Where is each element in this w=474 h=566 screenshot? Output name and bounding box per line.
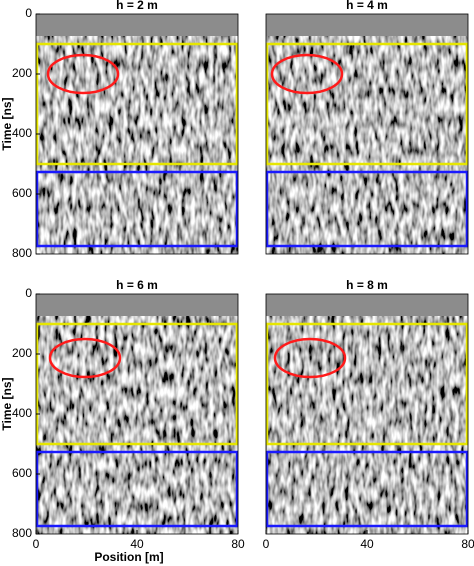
- red-ellipse: [270, 53, 344, 95]
- panel-title: h = 2 m: [116, 0, 158, 12]
- y-tick-label: 400: [12, 126, 32, 140]
- x-tick-label: 80: [461, 537, 474, 551]
- x-tick-label: 80: [231, 537, 245, 551]
- y-axis-label: Time [ns]: [0, 97, 14, 150]
- x-tick-label: 40: [360, 537, 374, 551]
- panel-title: h = 6 m: [116, 278, 158, 292]
- yellow-box: [265, 42, 469, 166]
- radargram: [266, 14, 468, 254]
- panel: h = 6 m 0 200 400 600 800 Time [ns] 0 40 80 Positi…: [0, 278, 245, 564]
- yellow-box: [35, 322, 239, 446]
- air-band: [266, 14, 468, 36]
- yellow-box: [265, 322, 469, 446]
- air-band: [266, 294, 468, 316]
- panel: h = 8 m 0 40 80: [263, 278, 474, 551]
- panel-title: h = 8 m: [346, 278, 388, 292]
- blue-box: [35, 170, 239, 248]
- y-tick-label: 200: [12, 66, 32, 80]
- y-tick-label: 600: [12, 186, 32, 200]
- y-axis-label: Time [ns]: [0, 377, 14, 430]
- frame: [265, 13, 469, 255]
- y-tick-label: 600: [12, 466, 32, 480]
- radargram: [36, 294, 238, 534]
- air-band: [36, 294, 238, 316]
- y-tick-label: 0: [25, 6, 32, 20]
- blue-box: [265, 170, 469, 248]
- y-tick-label: 800: [12, 526, 32, 540]
- y-tick-label: 200: [12, 346, 32, 360]
- panel: h = 4 m: [265, 0, 469, 255]
- radargram: [36, 14, 238, 254]
- blue-box: [265, 450, 469, 528]
- air-band: [36, 14, 238, 36]
- x-tick-label: 40: [130, 537, 144, 551]
- red-ellipse: [273, 337, 347, 379]
- blue-box: [35, 450, 239, 528]
- panel: h = 2 m 0 200 400 600 800 Time [ns]: [0, 0, 239, 260]
- y-tick-label: 0: [25, 286, 32, 300]
- x-axis-label: Position [m]: [94, 550, 163, 564]
- yellow-box: [35, 42, 239, 166]
- panel-title: h = 4 m: [346, 0, 388, 12]
- red-ellipse: [46, 53, 120, 95]
- radargram: [266, 294, 468, 534]
- red-ellipse: [48, 337, 122, 379]
- y-tick-label: 800: [12, 246, 32, 260]
- x-tick-label: 0: [263, 537, 270, 551]
- y-tick-label: 400: [12, 406, 32, 420]
- x-tick-label: 0: [33, 537, 40, 551]
